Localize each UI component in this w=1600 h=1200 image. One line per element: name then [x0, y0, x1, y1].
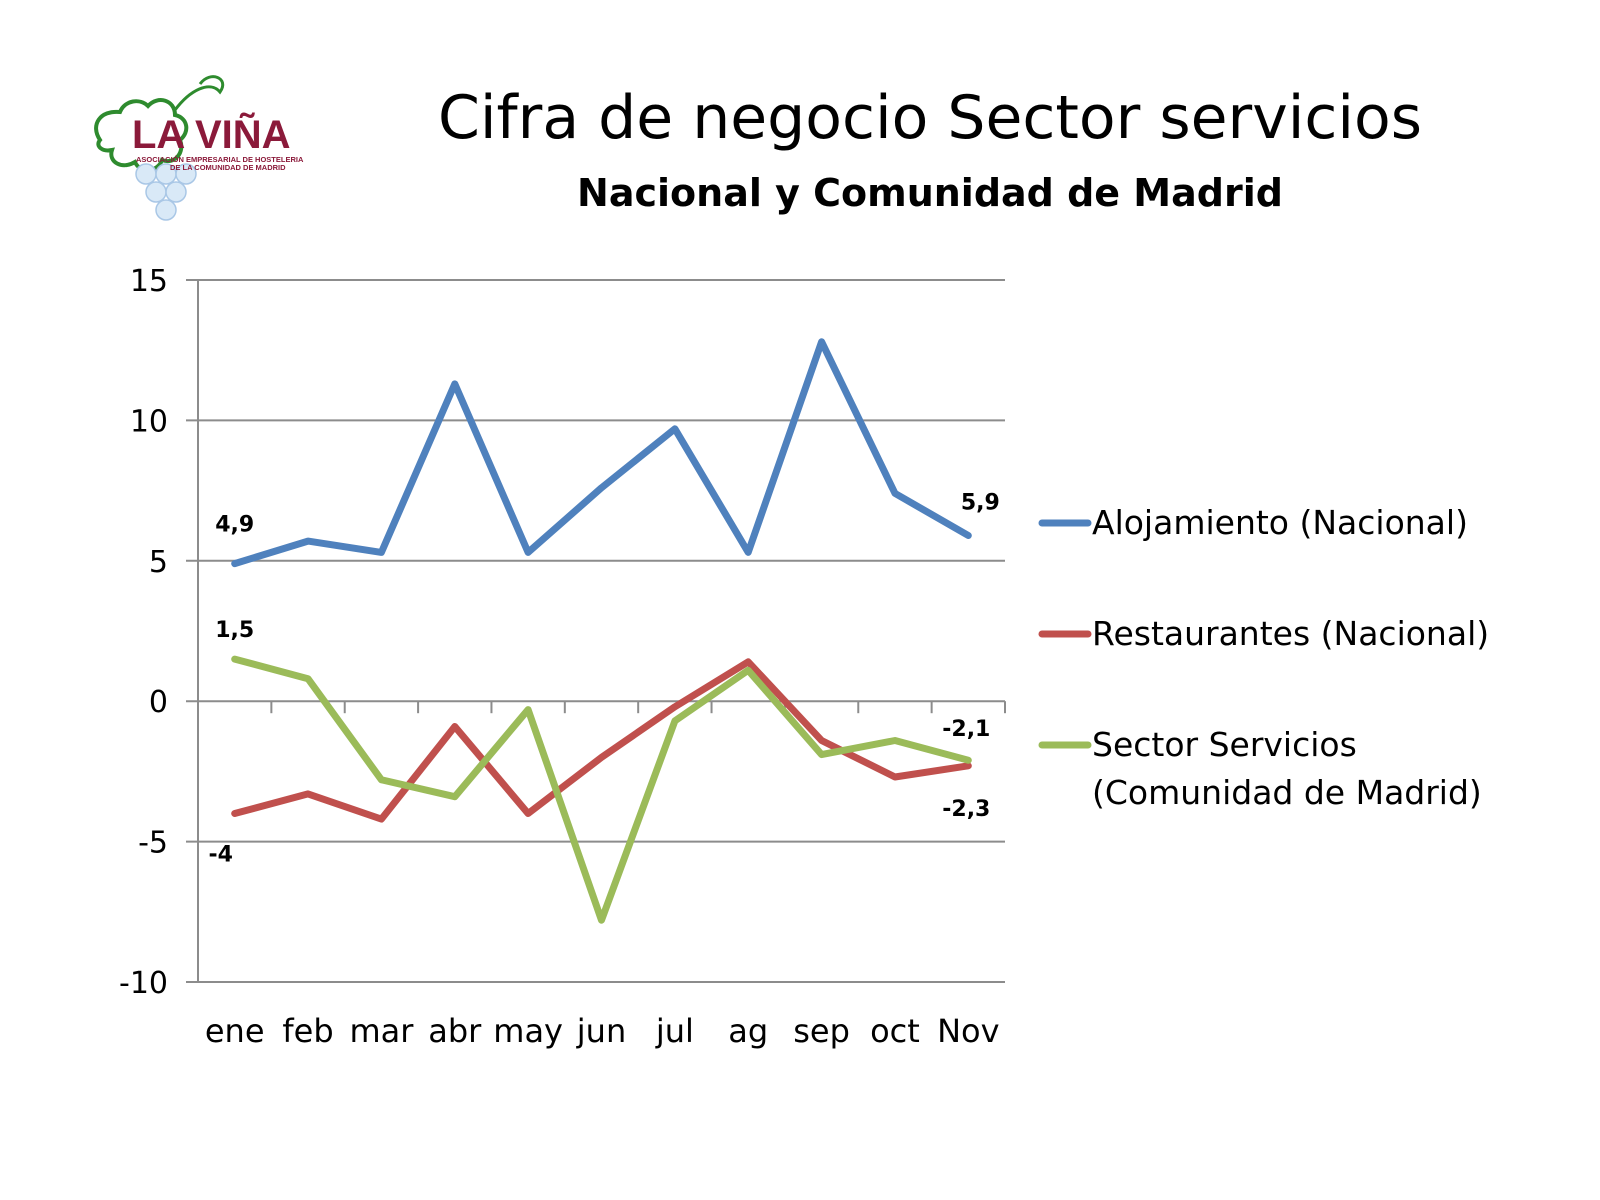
x-category-label: oct — [870, 1012, 920, 1050]
data-label: 4,9 — [215, 513, 254, 538]
x-category-label: abr — [428, 1012, 482, 1050]
x-category-label: feb — [282, 1012, 333, 1050]
x-category-label: ene — [205, 1012, 265, 1050]
legend-label: Alojamiento (Nacional) — [1092, 503, 1468, 542]
series-line-1 — [231, 658, 972, 823]
data-label: -2,1 — [942, 717, 990, 742]
x-category-label: jul — [655, 1012, 694, 1050]
x-category-labels: ene feb mar abr may jun jul ag sep oct Nov — [205, 1012, 1000, 1050]
y-tick-label: -10 — [119, 966, 168, 1001]
data-label: 5,9 — [961, 491, 1000, 516]
gridlines — [186, 279, 1005, 983]
series-line-0 — [231, 338, 972, 568]
x-category-label: mar — [349, 1012, 414, 1050]
y-tick-label: 15 — [130, 264, 168, 299]
chart-title: Cifra de negocio Sector servicios — [437, 83, 1423, 153]
y-tick-label: 10 — [130, 404, 168, 439]
y-tick-label: 0 — [149, 685, 168, 720]
y-tick-labels: 15 10 5 0 -5 -10 — [119, 264, 168, 1001]
legend-label: (Comunidad de Madrid) — [1092, 773, 1482, 812]
logo-tagline-1: ASOCIACIÓN EMPRESARIAL DE HOSTELERIA — [136, 155, 304, 164]
data-label: 1,5 — [215, 618, 254, 643]
x-category-label: jun — [576, 1012, 626, 1050]
x-category-label: Nov — [937, 1012, 999, 1050]
data-labels: 4,9 5,9 1,5 -4 -2,1 -2,3 — [208, 491, 999, 868]
series-line-2 — [231, 655, 972, 924]
la-vina-logo: LA VIÑA ASOCIACIÓN EMPRESARIAL DE HOSTEL… — [80, 70, 340, 230]
x-category-label: may — [493, 1012, 563, 1050]
y-tick-label: 5 — [149, 545, 168, 580]
x-category-label: sep — [793, 1012, 850, 1050]
data-label: -2,3 — [942, 797, 990, 822]
legend: Alojamiento (Nacional) Restaurantes (Naci… — [1038, 503, 1489, 812]
data-label: -4 — [208, 843, 232, 868]
logo-tagline-2: DE LA COMUNIDAD DE MADRID — [170, 163, 286, 172]
axes — [197, 280, 1006, 982]
y-tick-label: -5 — [138, 826, 168, 861]
legend-label: Sector Servicios — [1092, 725, 1357, 764]
logo-text: LA VIÑA — [132, 111, 291, 157]
chart-subtitle: Nacional y Comunidad de Madrid — [577, 171, 1283, 215]
legend-label: Restaurantes (Nacional) — [1092, 614, 1489, 653]
series-lines — [231, 338, 972, 924]
x-category-label: ag — [728, 1012, 768, 1050]
grape-vine-icon: LA VIÑA ASOCIACIÓN EMPRESARIAL DE HOSTEL… — [94, 75, 304, 221]
